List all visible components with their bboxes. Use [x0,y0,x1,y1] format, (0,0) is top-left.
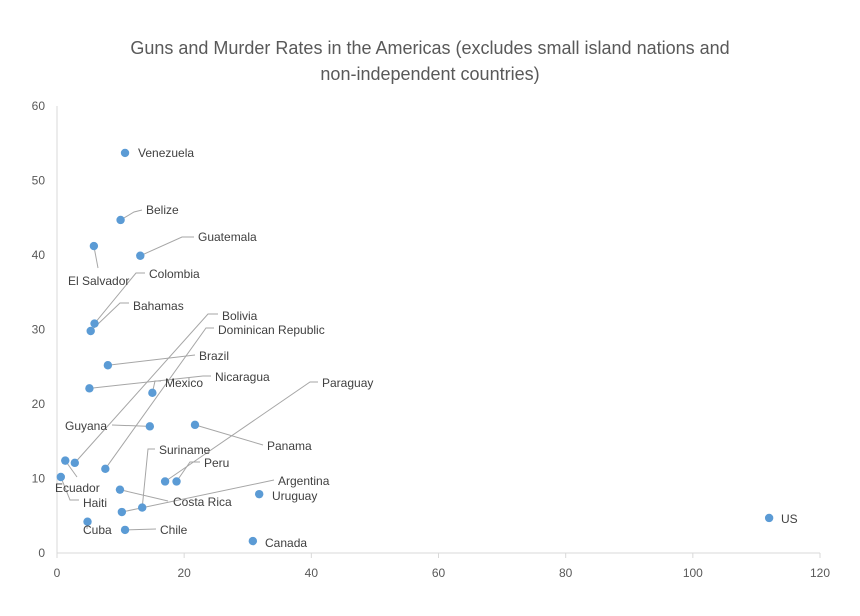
data-label: Paraguay [322,376,373,390]
data-label: Bolivia [222,309,258,323]
leader-line [74,313,218,464]
data-point [101,464,110,474]
data-label: Colombia [149,267,200,281]
leader-line [125,528,157,531]
leader-line [104,327,214,470]
data-point [136,251,145,260]
leader-line [111,424,150,427]
data-points [56,148,774,546]
leader-line [60,476,79,501]
y-tick-label: 60 [32,99,46,113]
leader-line [107,354,196,366]
data-point [56,472,66,482]
data-label: Guyana [65,419,107,433]
leader-line [194,424,264,446]
data-point [83,517,92,526]
data-label: Canada [265,536,307,550]
leader-line [140,236,194,257]
x-tick-label: 80 [559,566,573,580]
x-tick-label: 40 [305,566,319,580]
data-label: US [781,512,798,526]
y-tick-label: 50 [32,174,46,188]
data-label: Belize [146,203,179,217]
leader-line [90,302,129,332]
y-tick-label: 20 [32,397,46,411]
x-tick-label: 100 [683,566,703,580]
data-point [190,420,200,430]
leader-line [176,461,200,482]
data-label: Guatemala [198,230,257,244]
data-point [248,536,258,546]
data-label: Nicaragua [215,370,270,384]
data-label: Mexico [165,376,203,390]
data-point [103,361,113,370]
data-label: Costa Rica [173,495,232,509]
data-label: Brazil [199,349,229,363]
leader-line [89,375,211,389]
data-point [764,513,774,523]
data-point [61,456,70,465]
y-tick-label: 10 [32,472,46,486]
leader-line [94,272,145,324]
data-point [116,215,125,225]
data-point [138,503,147,512]
data-label: Dominican Republic [218,323,325,337]
data-point [70,458,80,468]
y-tick-label: 40 [32,248,46,262]
x-tick-label: 120 [810,566,830,580]
leader-lines [60,209,318,531]
data-label: El Salvador [68,274,129,288]
data-label: Ecuador [55,481,100,495]
leader-line [164,381,318,482]
data-point [86,326,95,336]
data-label: Suriname [159,443,211,457]
data-label: Venezuela [138,146,194,160]
leader-line [141,448,155,508]
data-label: Bahamas [133,299,184,313]
chart-title-line-2: non-independent countries) [320,64,540,84]
x-tick-label: 0 [54,566,61,580]
data-point [120,525,130,535]
data-point [115,485,125,494]
leader-line [120,209,143,221]
y-tick-label: 0 [38,546,45,560]
chart-title-line-1: Guns and Murder Rates in the Americas (e… [130,38,730,58]
data-label: Haiti [83,496,107,510]
leader-line [119,489,169,502]
axes: 0 20 40 60 80 100 120 0 10 20 30 40 50 60 [32,99,831,580]
data-point [145,422,155,431]
data-point [254,489,264,499]
data-label: Cuba [83,523,112,537]
data-point [172,477,181,486]
data-label: Panama [267,439,312,453]
data-labels: Venezuela Belize Guatemala El Salvador Colom… [55,146,798,550]
leader-line [121,479,275,513]
data-point [148,388,157,398]
data-label: Uruguay [272,489,317,503]
data-label: Peru [204,456,229,470]
data-point [120,148,130,158]
data-point [89,241,99,251]
y-tick-label: 30 [32,323,46,337]
x-tick-label: 60 [432,566,446,580]
data-point [160,477,170,486]
data-point [117,507,127,517]
data-point [90,319,99,328]
data-label: Chile [160,523,188,537]
data-label: Argentina [278,474,330,488]
x-tick-label: 20 [177,566,191,580]
data-point [85,384,94,393]
